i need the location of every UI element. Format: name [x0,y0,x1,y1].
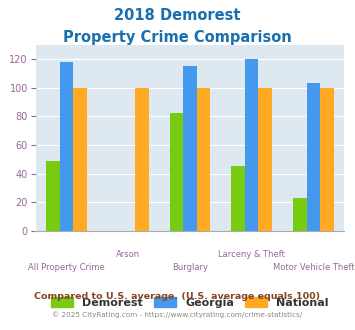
Text: Property Crime Comparison: Property Crime Comparison [63,30,292,45]
Legend: Demorest, Georgia, National: Demorest, Georgia, National [47,292,333,312]
Bar [258,87,272,231]
Bar [197,87,210,231]
Bar [231,166,245,231]
Text: Burglary: Burglary [172,263,208,272]
Text: © 2025 CityRating.com - https://www.cityrating.com/crime-statistics/: © 2025 CityRating.com - https://www.city… [53,311,302,317]
Bar [245,59,258,231]
Bar [135,87,148,231]
Text: Compared to U.S. average. (U.S. average equals 100): Compared to U.S. average. (U.S. average … [34,292,321,301]
Text: 2018 Demorest: 2018 Demorest [114,8,241,23]
Bar [183,66,197,231]
Bar [73,87,87,231]
Text: All Property Crime: All Property Crime [28,263,105,272]
Bar [307,83,320,231]
Bar [170,114,183,231]
Bar [320,87,334,231]
Text: Larceny & Theft: Larceny & Theft [218,249,285,259]
Bar [293,198,307,231]
Text: Motor Vehicle Theft: Motor Vehicle Theft [273,263,354,272]
Bar [46,161,60,231]
Text: Arson: Arson [116,249,140,259]
Bar [60,62,73,231]
